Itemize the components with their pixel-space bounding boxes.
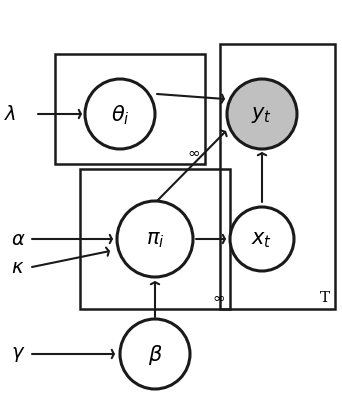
- Text: $\gamma$: $\gamma$: [11, 345, 25, 364]
- Text: $\infty$: $\infty$: [187, 146, 200, 160]
- Text: $x_t$: $x_t$: [251, 229, 273, 249]
- Text: $\pi_i$: $\pi_i$: [146, 229, 164, 249]
- Text: $\alpha$: $\alpha$: [11, 230, 25, 248]
- Circle shape: [227, 80, 297, 150]
- Bar: [55, 55, 205, 164]
- Text: T: T: [320, 290, 330, 304]
- Bar: [220, 45, 335, 309]
- Circle shape: [117, 202, 193, 277]
- Circle shape: [85, 80, 155, 150]
- Circle shape: [120, 319, 190, 389]
- Text: $\beta$: $\beta$: [148, 342, 162, 366]
- Text: $y_t$: $y_t$: [251, 105, 273, 125]
- Circle shape: [230, 207, 294, 271]
- Text: $\kappa$: $\kappa$: [11, 258, 25, 276]
- Text: $\theta_i$: $\theta_i$: [110, 103, 129, 126]
- Bar: [80, 170, 230, 309]
- Text: $\lambda$: $\lambda$: [4, 105, 16, 124]
- Text: $\infty$: $\infty$: [212, 290, 225, 304]
